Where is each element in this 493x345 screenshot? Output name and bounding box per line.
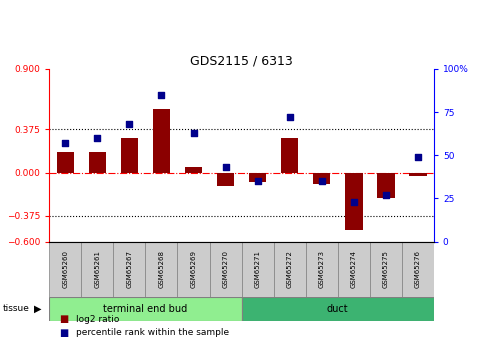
Text: GSM65272: GSM65272 bbox=[286, 250, 293, 288]
Text: GSM65276: GSM65276 bbox=[415, 250, 421, 288]
Bar bbox=[402, 241, 434, 297]
Text: GSM65270: GSM65270 bbox=[222, 250, 229, 288]
Bar bbox=[217, 172, 234, 186]
Text: GSM65267: GSM65267 bbox=[126, 250, 133, 288]
Title: GDS2115 / 6313: GDS2115 / 6313 bbox=[190, 55, 293, 68]
Point bbox=[382, 192, 389, 198]
Text: GSM65271: GSM65271 bbox=[254, 250, 261, 288]
Point bbox=[350, 199, 357, 205]
Bar bbox=[370, 241, 402, 297]
Point bbox=[94, 135, 102, 141]
Text: duct: duct bbox=[327, 304, 349, 314]
Point bbox=[61, 140, 69, 146]
Text: GSM65261: GSM65261 bbox=[94, 250, 101, 288]
Bar bbox=[242, 297, 434, 321]
Point bbox=[157, 92, 165, 98]
Bar bbox=[185, 167, 202, 172]
Text: GSM65260: GSM65260 bbox=[62, 250, 69, 288]
Bar bbox=[177, 241, 210, 297]
Bar bbox=[49, 297, 242, 321]
Text: GSM65273: GSM65273 bbox=[318, 250, 325, 288]
Bar bbox=[113, 241, 145, 297]
Bar bbox=[81, 241, 113, 297]
Point bbox=[286, 115, 294, 120]
Text: terminal end bud: terminal end bud bbox=[104, 304, 187, 314]
Bar bbox=[345, 172, 362, 230]
Point bbox=[317, 178, 325, 184]
Point bbox=[253, 178, 261, 184]
Text: ■: ■ bbox=[59, 314, 69, 324]
Bar bbox=[313, 172, 330, 184]
Bar bbox=[274, 241, 306, 297]
Text: ■: ■ bbox=[59, 328, 69, 338]
Text: percentile rank within the sample: percentile rank within the sample bbox=[76, 328, 230, 337]
Bar bbox=[338, 241, 370, 297]
Text: GSM65268: GSM65268 bbox=[158, 250, 165, 288]
Bar bbox=[49, 241, 81, 297]
Bar bbox=[121, 138, 138, 172]
Point bbox=[125, 121, 133, 127]
Point bbox=[189, 130, 197, 136]
Bar bbox=[377, 172, 394, 198]
Bar bbox=[409, 172, 426, 176]
Bar bbox=[89, 152, 106, 172]
Bar bbox=[306, 241, 338, 297]
Bar bbox=[249, 172, 266, 182]
Bar bbox=[281, 138, 298, 172]
Point bbox=[414, 154, 422, 160]
Text: log2 ratio: log2 ratio bbox=[76, 315, 120, 324]
Bar bbox=[57, 152, 74, 172]
Text: GSM65275: GSM65275 bbox=[383, 250, 389, 288]
Text: GSM65269: GSM65269 bbox=[190, 250, 197, 288]
Bar bbox=[153, 109, 170, 172]
Text: ▶: ▶ bbox=[34, 304, 41, 314]
Bar bbox=[210, 241, 242, 297]
Bar bbox=[242, 241, 274, 297]
Bar bbox=[145, 241, 177, 297]
Point bbox=[221, 165, 229, 170]
Text: tissue: tissue bbox=[2, 304, 30, 313]
Text: GSM65274: GSM65274 bbox=[351, 250, 357, 288]
